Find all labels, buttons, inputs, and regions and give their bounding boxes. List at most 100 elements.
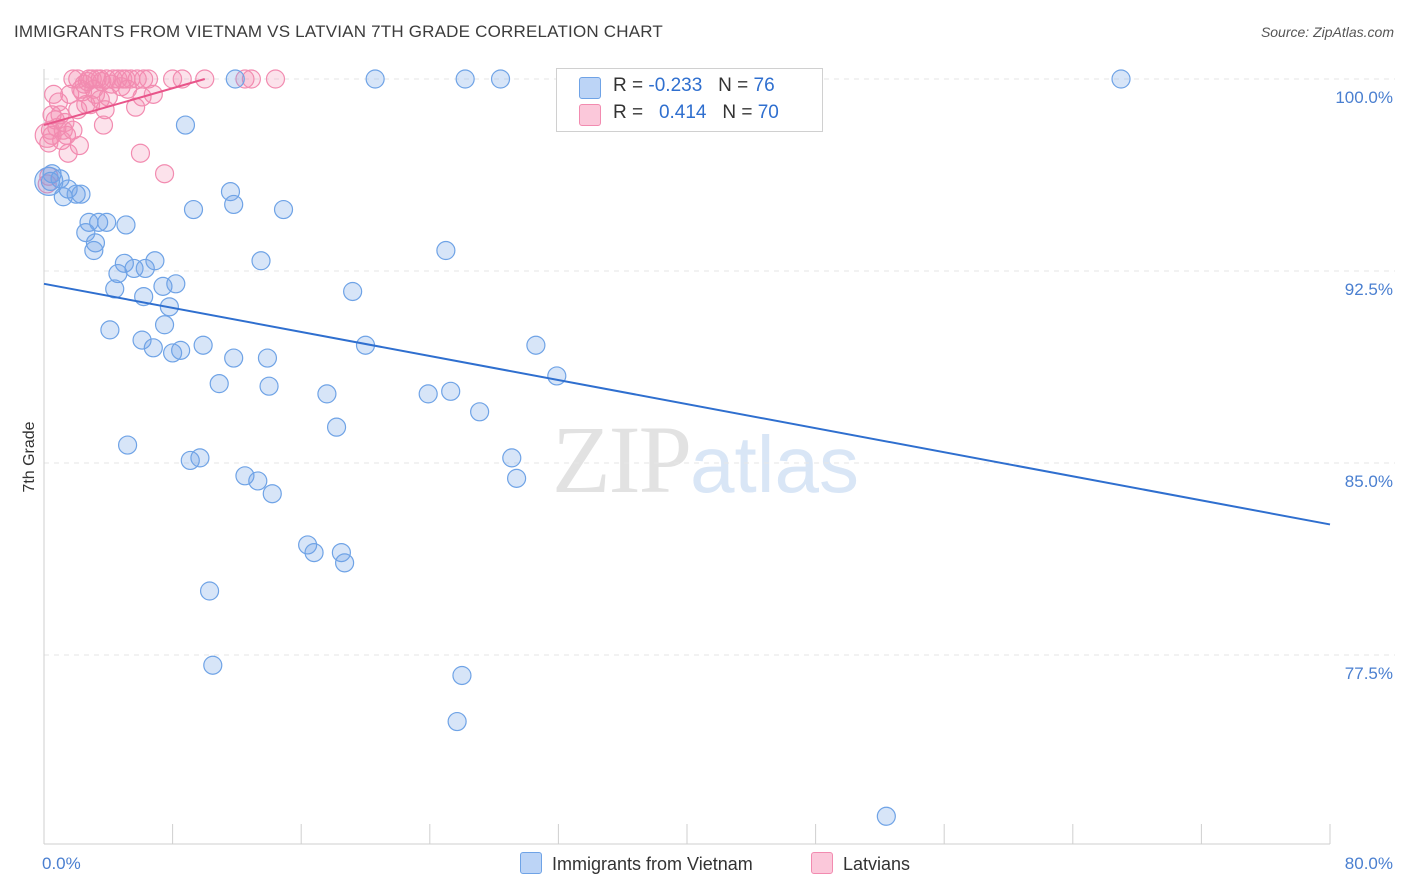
vietnam-point [304, 542, 324, 563]
vietnam-point [183, 199, 204, 220]
vietnam-point [1111, 69, 1131, 89]
watermark: ZIPatlas [552, 404, 859, 515]
vietnam-point [326, 417, 347, 437]
x-tick-label-start: 0.0% [42, 854, 81, 873]
legend-swatch-latvians [579, 104, 601, 126]
vietnam-point-cluster [34, 166, 64, 196]
legend-r-value-vietnam: -0.233 [648, 75, 703, 96]
correlation-legend: R = -0.233 N = 76 R = 0.414 N = 70 [556, 68, 823, 132]
axes [43, 69, 1331, 845]
vietnam-point [452, 665, 472, 686]
vietnam-point [71, 184, 91, 204]
legend-r-label: R = [613, 75, 644, 96]
vietnam-point [418, 384, 438, 404]
latvians-point [134, 69, 154, 89]
legend-n-value-latvians: 70 [757, 102, 779, 123]
vietnam-point [273, 199, 294, 220]
grid-lines [44, 78, 1395, 656]
bottom-legend-label-latvians: Latvians [843, 854, 911, 874]
latvians-point [127, 69, 147, 89]
vietnam-point [100, 320, 120, 340]
trend-lines [43, 78, 1331, 526]
vietnam-point [116, 215, 136, 235]
vietnam-point [76, 223, 96, 243]
vietnam-point [224, 348, 244, 368]
source-label: Source: ZipAtlas.com [1260, 24, 1394, 40]
y-axis-title: 7th Grade [21, 421, 38, 492]
vietnam-point [154, 315, 175, 335]
vietnam-point [171, 340, 191, 360]
vietnam-point [175, 115, 196, 135]
bottom-legend-vietnam: Immigrants from Vietnam [520, 852, 753, 875]
latvians-point [93, 115, 114, 135]
legend-n-label: N = [718, 75, 749, 96]
vietnam-point [298, 535, 318, 555]
legend-swatch-vietnam [579, 77, 601, 99]
latvians-point [63, 69, 83, 89]
vietnam-point [441, 381, 461, 401]
bottom-legend-label-vietnam: Immigrants from Vietnam [552, 854, 753, 874]
y-tick-label: 77.5% [1345, 664, 1393, 683]
legend-r-value-latvians: 0.414 [658, 102, 707, 123]
watermark-zip: ZIP [552, 406, 692, 513]
legend-r-label: R = [613, 102, 644, 123]
vietnam-point [331, 542, 351, 563]
latvians-point [235, 69, 255, 89]
latvians-point [37, 174, 57, 194]
vietnam-point [507, 468, 527, 488]
latvians-point [241, 69, 261, 89]
legend-n-label: N = [722, 102, 753, 123]
vietnam-point [135, 258, 155, 279]
vietnam-point [470, 402, 490, 422]
latvians-point [48, 92, 69, 112]
y-tick-label: 100.0% [1335, 88, 1393, 107]
vietnam-point [85, 233, 106, 253]
vietnam-point [876, 806, 896, 826]
latvians-point [77, 71, 98, 92]
vietnam-point [343, 281, 363, 302]
bottom-legend-swatch-latvians [811, 852, 833, 874]
vietnam-point [224, 194, 244, 215]
vietnam-point [502, 448, 522, 468]
vietnam-point [89, 212, 109, 232]
vietnam-point [251, 251, 271, 271]
axis-labels: 100.0% 92.5% 85.0% 77.5% 0.0% 80.0% 7th Grade [21, 88, 1393, 873]
vietnam-point [225, 69, 245, 89]
vietnam-point [455, 69, 475, 89]
vietnam-point [547, 366, 567, 386]
vietnam-point [526, 335, 546, 355]
vietnam-point [124, 258, 144, 279]
latvians-point [55, 112, 75, 133]
latvians-points [34, 69, 286, 194]
latvians-point [265, 69, 286, 89]
latvians-point [138, 69, 159, 89]
vietnam-point [166, 274, 186, 294]
vietnam-point [335, 553, 355, 573]
bottom-legend-latvians: Latvians [811, 852, 910, 875]
vietnam-point [317, 384, 337, 404]
latvians-point [130, 143, 151, 163]
vietnam-point [66, 184, 86, 204]
vietnam-points [34, 69, 1131, 826]
watermark-atlas: atlas [690, 420, 859, 509]
vietnam-point [97, 212, 117, 232]
vietnam-point [84, 240, 104, 261]
vietnam-point [145, 251, 165, 271]
vietnam-trend-line [43, 282, 1331, 526]
y-tick-label: 85.0% [1345, 472, 1393, 491]
x-tick-label-end: 80.0% [1345, 854, 1393, 873]
latvians-point [58, 143, 78, 163]
vietnam-point [193, 335, 213, 355]
vietnam-point [259, 376, 279, 396]
latvians-point-cluster [34, 122, 60, 148]
vietnam-point [365, 69, 385, 89]
vietnam-point [203, 655, 223, 675]
vietnam-point [436, 240, 456, 261]
vietnam-point [209, 374, 229, 394]
latvians-point [81, 94, 101, 115]
vietnam-point [220, 182, 241, 202]
vietnam-point [447, 711, 467, 732]
vietnam-point [132, 330, 152, 350]
vietnam-point [114, 253, 134, 273]
